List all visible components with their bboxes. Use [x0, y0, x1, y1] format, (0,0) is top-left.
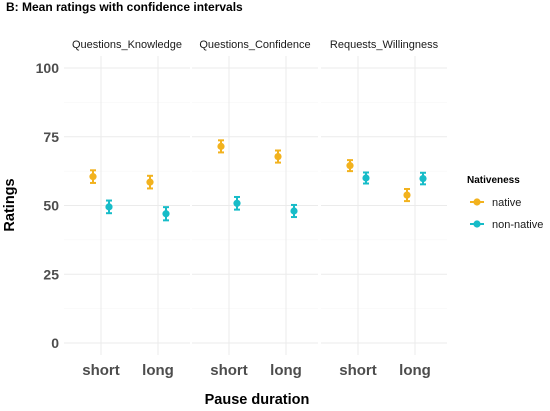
x-tick-label: long [270, 362, 302, 379]
data-point [146, 178, 154, 186]
legend-title: Nativeness [467, 175, 520, 186]
data-point [217, 142, 225, 150]
data-point [274, 152, 282, 161]
x-tick-label: short [82, 362, 120, 379]
x-tick-label: short [210, 362, 248, 379]
y-tick-label: 75 [43, 129, 59, 145]
data-point [346, 162, 354, 170]
facet-strip-label: Requests_Willingness [330, 39, 439, 51]
x-axis-label: Pause duration [205, 392, 310, 408]
facet-strip-label: Questions_Knowledge [72, 39, 182, 51]
x-tick-label: long [142, 362, 174, 379]
legend-label: non-native [492, 219, 543, 231]
y-tick-label: 100 [36, 60, 60, 76]
chart-title: B: Mean ratings with confidence interval… [6, 0, 243, 14]
facet-strip-label: Questions_Confidence [199, 39, 310, 51]
y-axis-ticks: 0 25 50 75 100 [36, 60, 60, 351]
y-tick-label: 25 [43, 266, 59, 282]
x-tick-label: long [399, 362, 431, 379]
data-point [233, 199, 241, 207]
data-point [89, 173, 97, 181]
y-tick-label: 0 [51, 335, 59, 351]
data-point [290, 207, 298, 215]
data-point [105, 203, 113, 211]
data-point [403, 191, 411, 199]
y-axis-label: Ratings [2, 178, 18, 231]
legend-key-point [473, 198, 481, 206]
x-tick-label: short [339, 362, 377, 379]
legend: Nativeness native non-native [467, 175, 543, 231]
data-point [362, 174, 370, 182]
legend-label: native [492, 197, 521, 209]
data-point [419, 174, 427, 183]
legend-key-point [473, 220, 481, 228]
y-tick-label: 50 [43, 198, 59, 214]
data-point [162, 210, 170, 218]
